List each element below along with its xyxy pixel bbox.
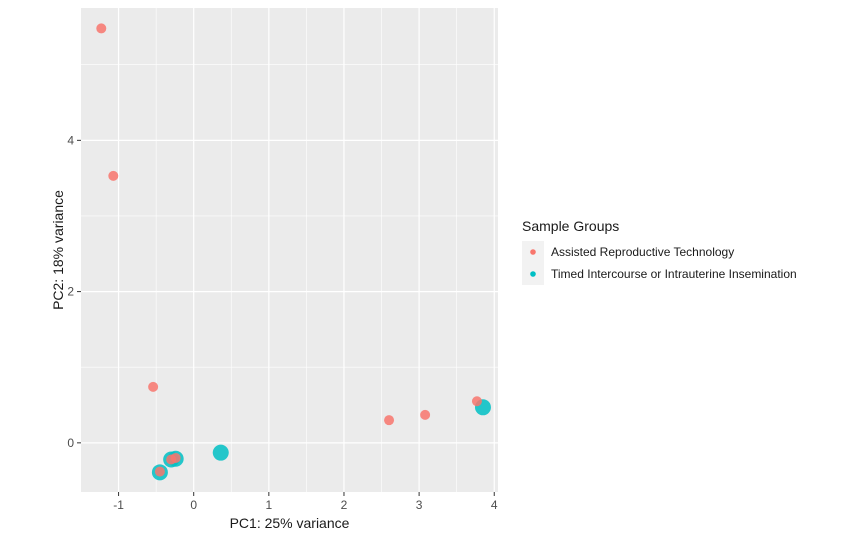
y-axis-title: PC2: 18% variance xyxy=(50,190,66,310)
data-point xyxy=(108,170,119,181)
data-point xyxy=(471,396,482,407)
data-points xyxy=(96,23,491,481)
data-point xyxy=(96,23,107,34)
legend-label: Assisted Reproductive Technology xyxy=(551,245,734,259)
data-point xyxy=(170,452,181,463)
y-axis: 0 2 4 xyxy=(67,133,81,450)
grid-major xyxy=(81,8,498,492)
legend-label: Timed Intercourse or Intrauterine Insemi… xyxy=(551,267,797,281)
data-point xyxy=(420,409,431,420)
data-point xyxy=(154,466,165,477)
x-tick-label: 0 xyxy=(190,498,197,512)
x-axis: -1 0 1 2 3 4 xyxy=(113,492,498,512)
data-point xyxy=(384,415,395,426)
x-tick-label: 1 xyxy=(265,498,272,512)
legend-title: Sample Groups xyxy=(522,218,619,234)
x-tick-label: -1 xyxy=(113,498,124,512)
x-axis-title: PC1: 25% variance xyxy=(230,515,350,531)
data-point xyxy=(212,444,229,461)
y-tick-label: 2 xyxy=(67,285,74,299)
x-tick-label: 4 xyxy=(491,498,498,512)
x-tick-label: 3 xyxy=(416,498,423,512)
legend-symbol xyxy=(530,249,536,255)
y-tick-label: 0 xyxy=(67,436,74,450)
legend: Sample Groups Assisted Reproductive Tech… xyxy=(522,218,797,285)
legend-symbol xyxy=(530,271,536,277)
grid-minor xyxy=(81,8,498,492)
y-tick-label: 4 xyxy=(67,133,74,147)
plot-panel xyxy=(81,8,498,492)
x-tick-label: 2 xyxy=(341,498,348,512)
data-point xyxy=(148,381,159,392)
